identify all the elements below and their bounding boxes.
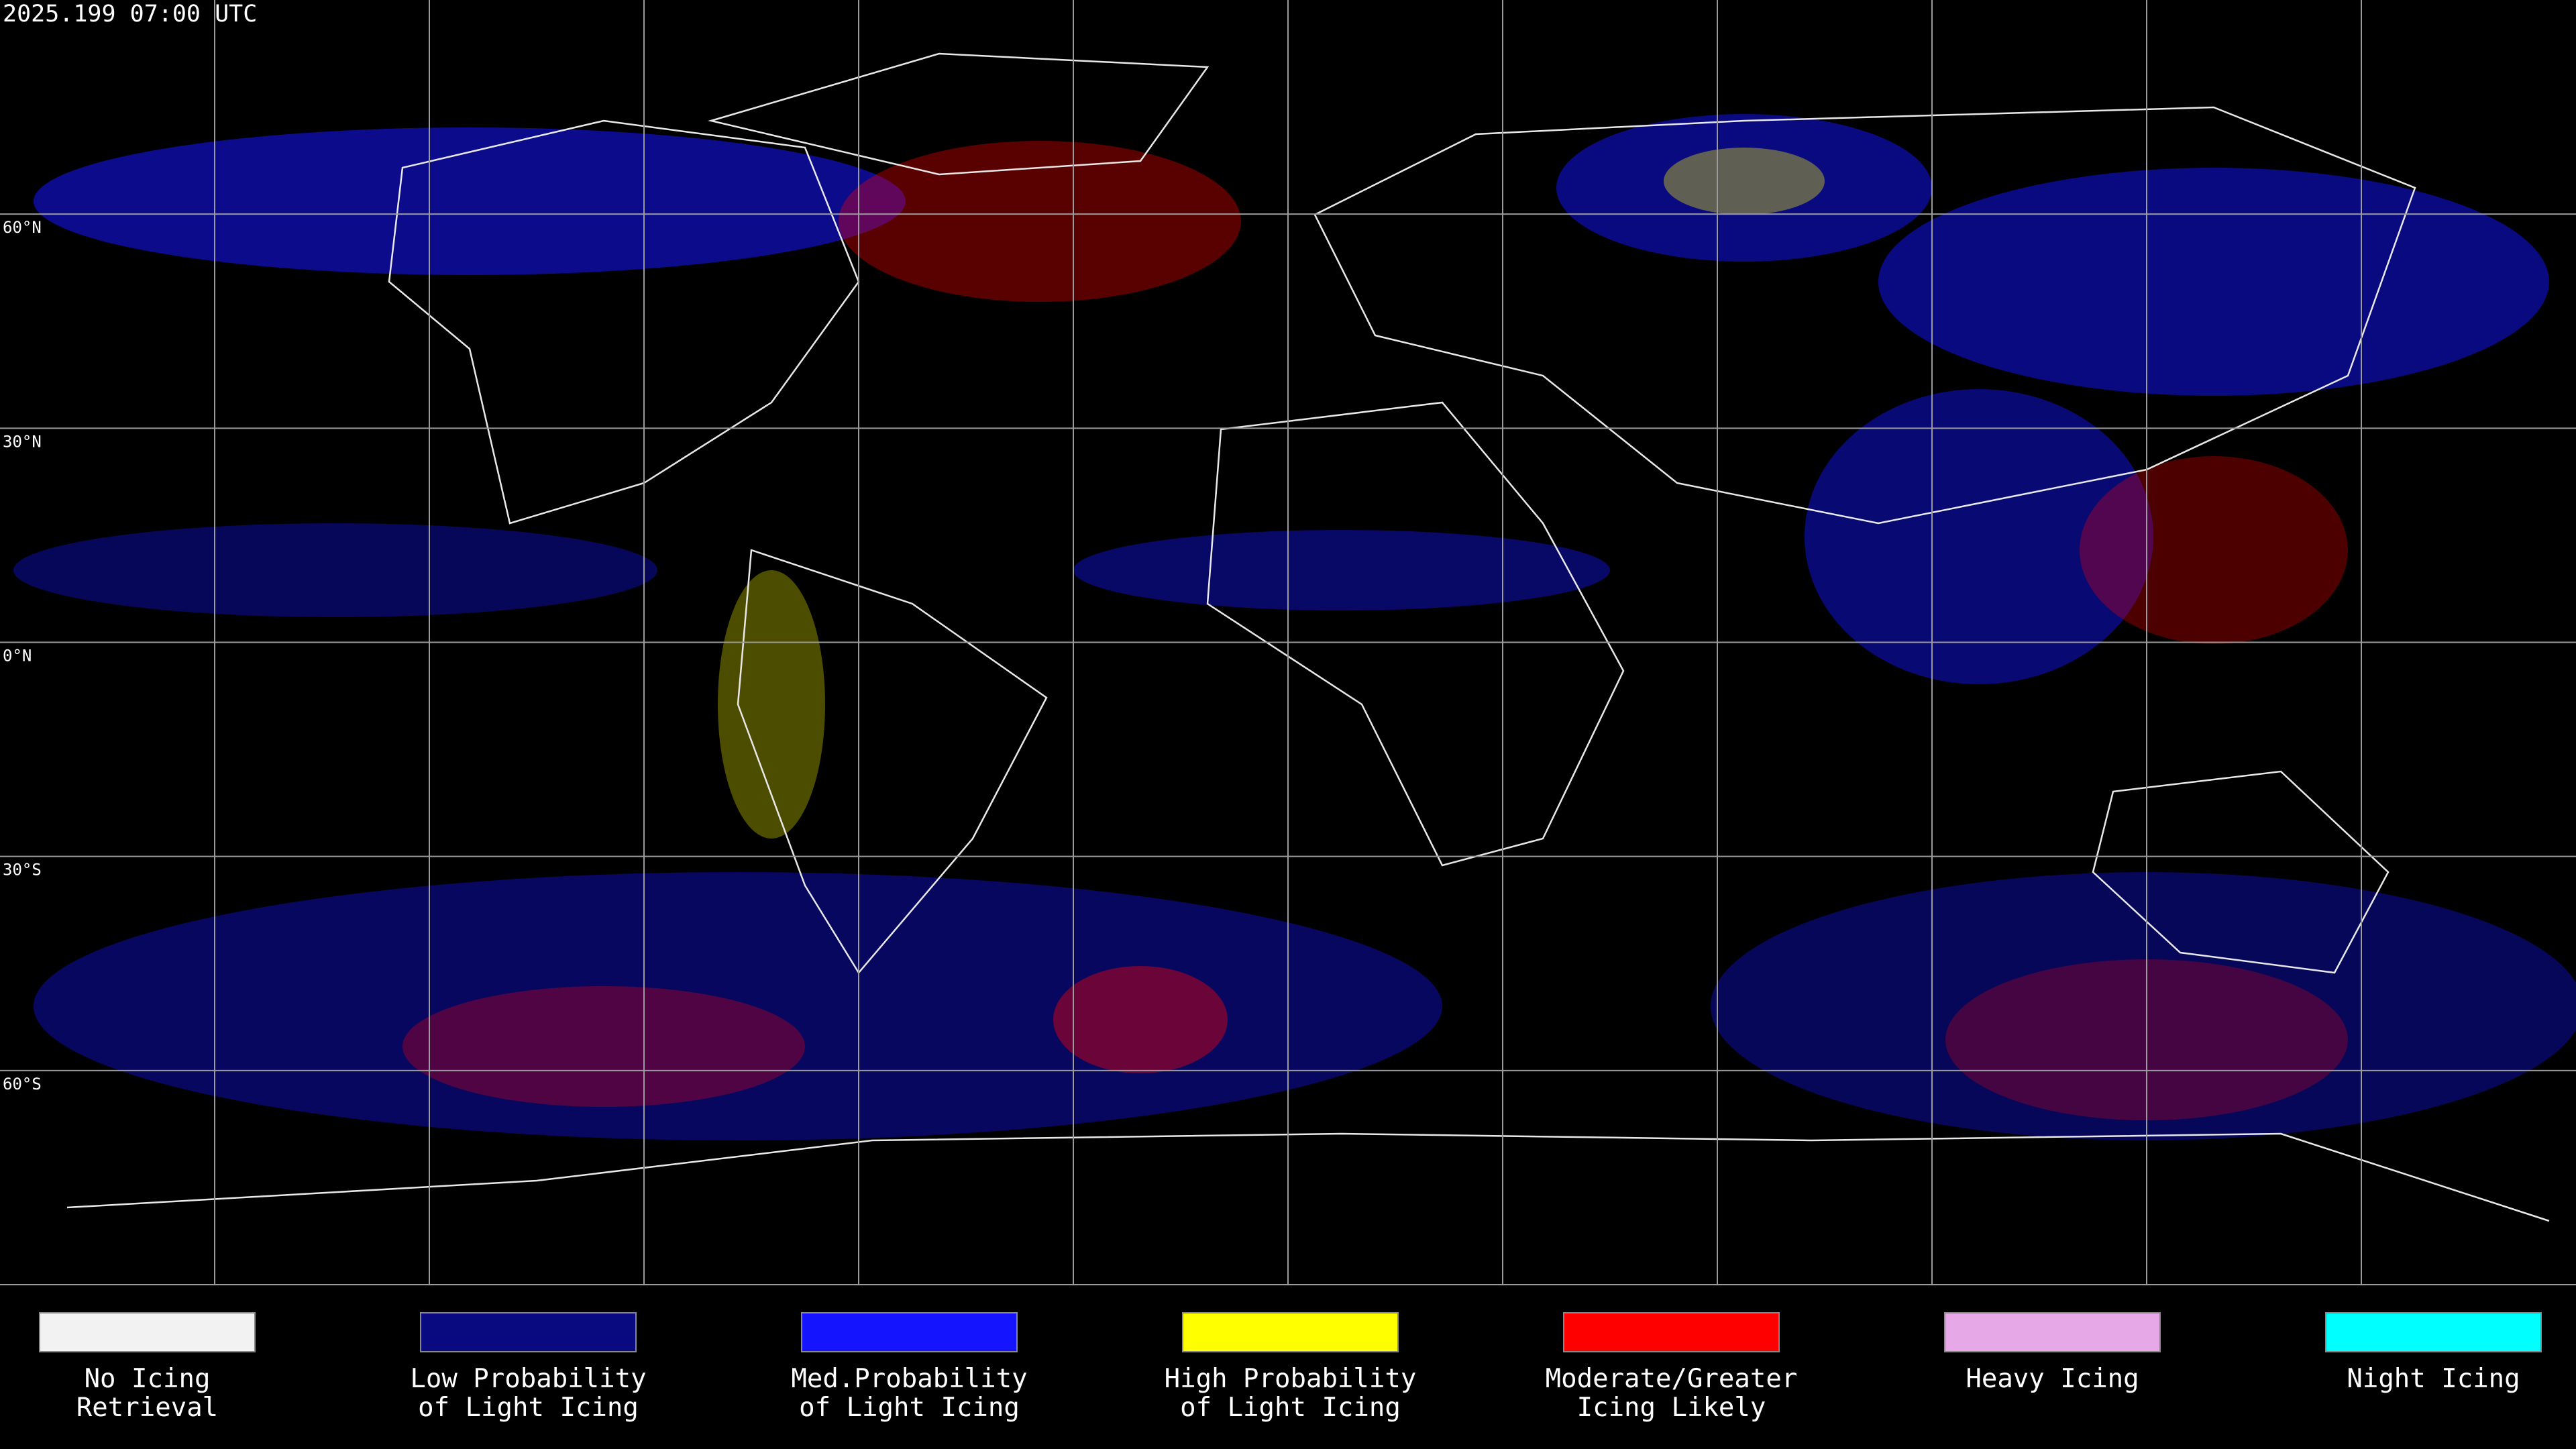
legend-label: Night Icing <box>2347 1364 2520 1394</box>
legend-swatch <box>1563 1312 1780 1352</box>
legend-label: Med.Probability <box>791 1364 1027 1394</box>
legend-label: Moderate/Greater <box>1546 1364 1798 1394</box>
timestamp: 2025.199 07:00 UTC <box>3 1 257 28</box>
latitude-label: 30°N <box>3 432 42 451</box>
legend-swatch <box>801 1312 1018 1352</box>
legend-label: Retrieval <box>76 1393 218 1423</box>
latitude-label: 0°N <box>3 647 32 665</box>
legend-label: of Light Icing <box>418 1393 639 1423</box>
legend-swatch <box>39 1312 256 1352</box>
latitude-label: 60°S <box>3 1075 42 1093</box>
legend-label: Heavy Icing <box>1966 1364 2139 1394</box>
legend-swatch <box>1944 1312 2161 1352</box>
latitude-label: 30°S <box>3 861 42 879</box>
legend-label: Icing Likely <box>1577 1393 1766 1423</box>
legend-swatch <box>2325 1312 2542 1352</box>
graticule <box>0 0 2576 1285</box>
latitude-label: 60°N <box>3 218 42 237</box>
legend-label: of Light Icing <box>1180 1393 1401 1423</box>
legend-swatch <box>420 1312 637 1352</box>
legend-label: No Icing <box>85 1364 211 1394</box>
legend-label: Low Probability <box>410 1364 646 1394</box>
legend-label: of Light Icing <box>799 1393 1020 1423</box>
latitude-labels: 60°N 30°N 0°N 30°S 60°S <box>3 218 42 1093</box>
legend-swatch <box>1182 1312 1399 1352</box>
legend-label: High Probability <box>1165 1364 1417 1394</box>
